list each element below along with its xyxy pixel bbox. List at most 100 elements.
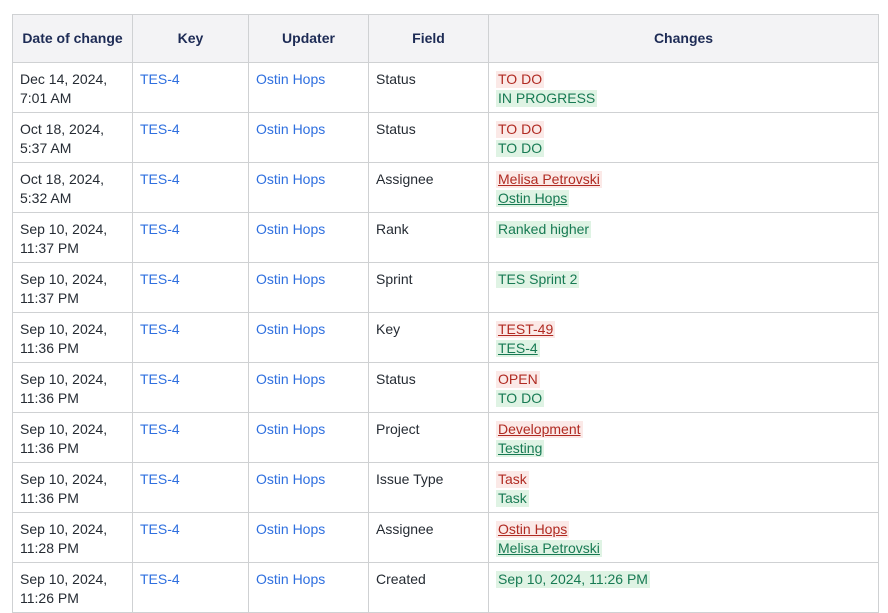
table-row: Sep 10, 2024, 11:37 PM TES-4 Ostin Hops … <box>12 212 879 263</box>
date-cell: Sep 10, 2024, 11:37 PM <box>12 212 133 263</box>
change-line: Melisa Petrovski <box>496 170 870 189</box>
changes-cell: Task Task <box>488 462 879 513</box>
column-header-field: Field <box>368 14 489 63</box>
change-line: Ranked higher <box>496 220 870 239</box>
issue-key-link[interactable]: TES-4 <box>140 171 180 187</box>
change-old-value: Task <box>496 471 529 488</box>
table-row: Dec 14, 2024, 7:01 AM TES-4 Ostin Hops S… <box>12 62 879 113</box>
change-new-value: Sep 10, 2024, 11:26 PM <box>496 571 650 588</box>
change-old-value[interactable]: Ostin Hops <box>496 521 570 538</box>
field-cell: Assignee <box>368 162 489 213</box>
updater-link[interactable]: Ostin Hops <box>256 471 326 487</box>
change-line: Melisa Petrovski <box>496 539 870 558</box>
change-line: Sep 10, 2024, 11:26 PM <box>496 570 870 589</box>
updater-link[interactable]: Ostin Hops <box>256 221 326 237</box>
changes-cell: Ranked higher <box>488 212 879 263</box>
change-new-value: Ranked higher <box>496 221 592 238</box>
field-cell: Key <box>368 312 489 363</box>
change-new-value[interactable]: Melisa Petrovski <box>496 540 602 557</box>
change-line: Task <box>496 470 870 489</box>
change-line: TO DO <box>496 120 870 139</box>
updater-link[interactable]: Ostin Hops <box>256 321 326 337</box>
change-line: Task <box>496 489 870 508</box>
table-row: Sep 10, 2024, 11:26 PM TES-4 Ostin Hops … <box>12 562 879 613</box>
changes-cell: Ostin Hops Melisa Petrovski <box>488 512 879 563</box>
change-new-value: Task <box>496 490 529 507</box>
changes-cell: Development Testing <box>488 412 879 463</box>
change-old-value: OPEN <box>496 371 540 388</box>
changes-cell: TO DO TO DO <box>488 112 879 163</box>
issue-key-link[interactable]: TES-4 <box>140 71 180 87</box>
field-cell: Rank <box>368 212 489 263</box>
table-row: Sep 10, 2024, 11:36 PM TES-4 Ostin Hops … <box>12 312 879 363</box>
change-line: IN PROGRESS <box>496 89 870 108</box>
change-line: TO DO <box>496 139 870 158</box>
change-new-value: IN PROGRESS <box>496 90 598 107</box>
updater-link[interactable]: Ostin Hops <box>256 271 326 287</box>
change-new-value[interactable]: Testing <box>496 440 545 457</box>
date-cell: Sep 10, 2024, 11:36 PM <box>12 362 133 413</box>
date-cell: Sep 10, 2024, 11:36 PM <box>12 412 133 463</box>
change-new-value: TO DO <box>496 140 545 157</box>
change-line: Testing <box>496 439 870 458</box>
date-cell: Sep 10, 2024, 11:26 PM <box>12 562 133 613</box>
history-table-body: Dec 14, 2024, 7:01 AM TES-4 Ostin Hops S… <box>12 62 879 613</box>
change-line: Development <box>496 420 870 439</box>
change-new-value[interactable]: TES-4 <box>496 340 540 357</box>
issue-key-link[interactable]: TES-4 <box>140 371 180 387</box>
change-old-value[interactable]: TEST-49 <box>496 321 556 338</box>
issue-key-link[interactable]: TES-4 <box>140 571 180 587</box>
updater-link[interactable]: Ostin Hops <box>256 571 326 587</box>
updater-link[interactable]: Ostin Hops <box>256 521 326 537</box>
field-cell: Created <box>368 562 489 613</box>
issue-key-link[interactable]: TES-4 <box>140 471 180 487</box>
issue-key-link[interactable]: TES-4 <box>140 121 180 137</box>
changes-cell: Sep 10, 2024, 11:26 PM <box>488 562 879 613</box>
table-row: Sep 10, 2024, 11:36 PM TES-4 Ostin Hops … <box>12 362 879 413</box>
date-cell: Oct 18, 2024, 5:32 AM <box>12 162 133 213</box>
updater-link[interactable]: Ostin Hops <box>256 121 326 137</box>
updater-link[interactable]: Ostin Hops <box>256 371 326 387</box>
issue-key-link[interactable]: TES-4 <box>140 221 180 237</box>
field-cell: Status <box>368 62 489 113</box>
date-cell: Sep 10, 2024, 11:28 PM <box>12 512 133 563</box>
field-cell: Project <box>368 412 489 463</box>
column-header-updater: Updater <box>248 14 369 63</box>
change-line: Ostin Hops <box>496 520 870 539</box>
updater-link[interactable]: Ostin Hops <box>256 421 326 437</box>
change-line: TEST-49 <box>496 320 870 339</box>
issue-key-link[interactable]: TES-4 <box>140 421 180 437</box>
change-line: TES-4 <box>496 339 870 358</box>
change-line: OPEN <box>496 370 870 389</box>
date-cell: Sep 10, 2024, 11:36 PM <box>12 312 133 363</box>
column-header-date-of-change: Date of change <box>12 14 133 63</box>
change-new-value: TO DO <box>496 390 545 407</box>
issue-key-link[interactable]: TES-4 <box>140 521 180 537</box>
date-cell: Sep 10, 2024, 11:36 PM <box>12 462 133 513</box>
date-cell: Oct 18, 2024, 5:37 AM <box>12 112 133 163</box>
table-row: Sep 10, 2024, 11:36 PM TES-4 Ostin Hops … <box>12 412 879 463</box>
change-line: TO DO <box>496 389 870 408</box>
change-line: Ostin Hops <box>496 189 870 208</box>
changes-cell: TO DO IN PROGRESS <box>488 62 879 113</box>
change-old-value[interactable]: Development <box>496 421 583 438</box>
change-new-value[interactable]: Ostin Hops <box>496 190 570 207</box>
updater-link[interactable]: Ostin Hops <box>256 71 326 87</box>
issue-key-link[interactable]: TES-4 <box>140 271 180 287</box>
issue-history-table: Date of change Key Updater Field Changes… <box>12 14 879 613</box>
field-cell: Status <box>368 112 489 163</box>
changes-cell: TES Sprint 2 <box>488 262 879 313</box>
date-cell: Sep 10, 2024, 11:37 PM <box>12 262 133 313</box>
page: Date of change Key Updater Field Changes… <box>12 14 879 613</box>
column-header-key: Key <box>132 14 249 63</box>
change-old-value: TO DO <box>496 121 545 138</box>
field-cell: Sprint <box>368 262 489 313</box>
column-header-changes: Changes <box>488 14 879 63</box>
changes-cell: OPEN TO DO <box>488 362 879 413</box>
table-row: Oct 18, 2024, 5:37 AM TES-4 Ostin Hops S… <box>12 112 879 163</box>
issue-key-link[interactable]: TES-4 <box>140 321 180 337</box>
change-old-value[interactable]: Melisa Petrovski <box>496 171 602 188</box>
table-row: Oct 18, 2024, 5:32 AM TES-4 Ostin Hops A… <box>12 162 879 213</box>
table-row: Sep 10, 2024, 11:28 PM TES-4 Ostin Hops … <box>12 512 879 563</box>
updater-link[interactable]: Ostin Hops <box>256 171 326 187</box>
